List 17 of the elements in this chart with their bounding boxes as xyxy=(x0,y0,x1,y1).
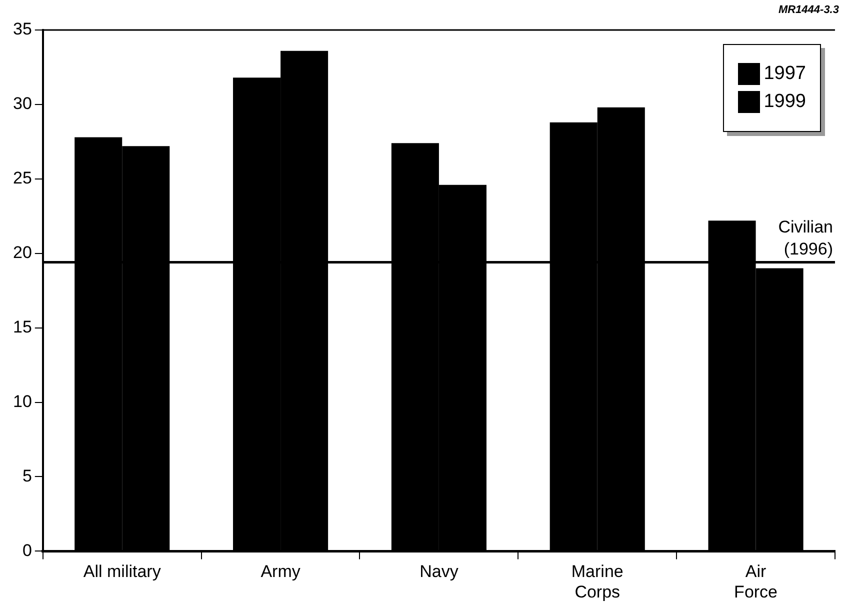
y-tick-label: 15 xyxy=(12,318,32,337)
x-tick-label: All military xyxy=(83,562,162,582)
ref-line-label: Civilian (1996) xyxy=(778,217,833,258)
y-tick-label: 5 xyxy=(22,466,32,486)
y-tick-label: 10 xyxy=(12,392,32,411)
x-tick-label: Marine Corps xyxy=(571,562,624,602)
x-tick-label: Air Force xyxy=(734,562,778,602)
y-tick-label: 35 xyxy=(12,20,32,39)
y-tick-label: 0 xyxy=(22,540,32,560)
y-tick-label: 20 xyxy=(12,243,32,262)
x-tick-label: Army xyxy=(260,562,301,582)
x-tick-label: Navy xyxy=(420,562,459,582)
y-tick-label: 30 xyxy=(12,94,32,114)
y-tick-label: 25 xyxy=(12,168,32,188)
text: MR1444-3.3 xyxy=(778,4,839,16)
legend-label: 1999 xyxy=(764,91,806,113)
legend-label: 1997 xyxy=(764,63,806,85)
